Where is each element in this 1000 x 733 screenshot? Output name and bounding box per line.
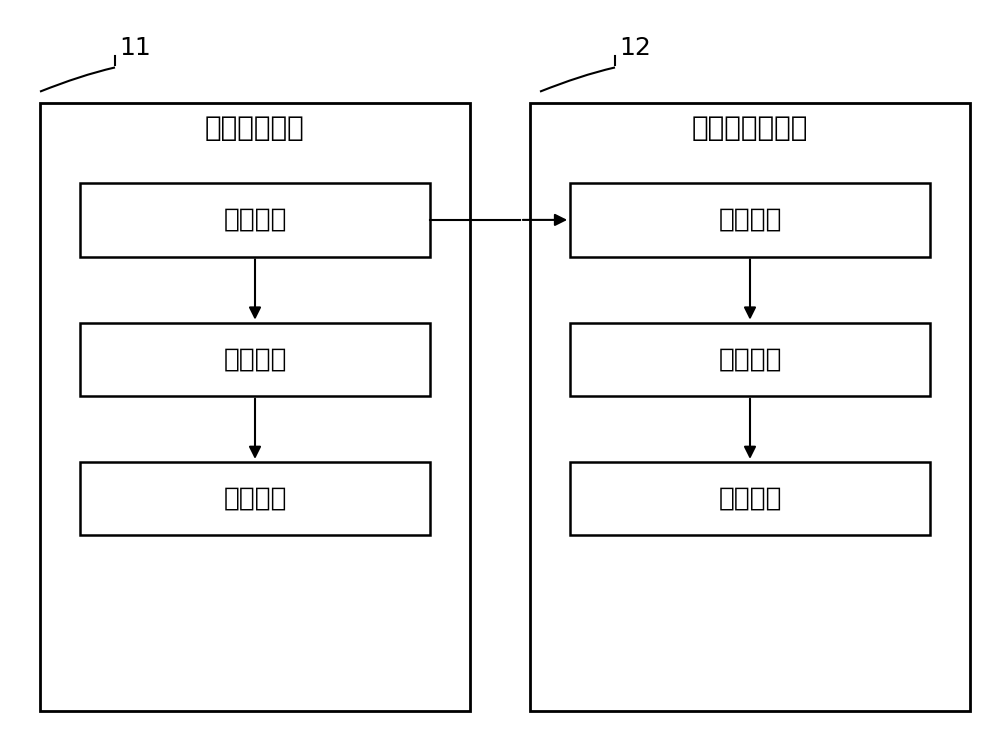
FancyBboxPatch shape bbox=[40, 103, 470, 711]
FancyBboxPatch shape bbox=[80, 462, 430, 535]
FancyBboxPatch shape bbox=[80, 183, 430, 257]
FancyBboxPatch shape bbox=[570, 183, 930, 257]
Text: 形状估计: 形状估计 bbox=[718, 346, 782, 372]
FancyBboxPatch shape bbox=[530, 103, 970, 711]
Text: 滤波增强: 滤波增强 bbox=[223, 346, 287, 372]
Text: 形状修正: 形状修正 bbox=[718, 485, 782, 512]
Text: 背景去除: 背景去除 bbox=[223, 485, 287, 512]
Text: 光照矫正: 光照矫正 bbox=[223, 207, 287, 233]
Text: 中心检测: 中心检测 bbox=[718, 207, 782, 233]
Text: 12: 12 bbox=[619, 36, 651, 59]
Text: 11: 11 bbox=[119, 36, 151, 59]
FancyBboxPatch shape bbox=[570, 323, 930, 396]
FancyBboxPatch shape bbox=[80, 323, 430, 396]
Text: 细胞分割模块: 细胞分割模块 bbox=[205, 114, 305, 142]
Text: 细胞核分割模块: 细胞核分割模块 bbox=[692, 114, 808, 142]
FancyBboxPatch shape bbox=[570, 462, 930, 535]
